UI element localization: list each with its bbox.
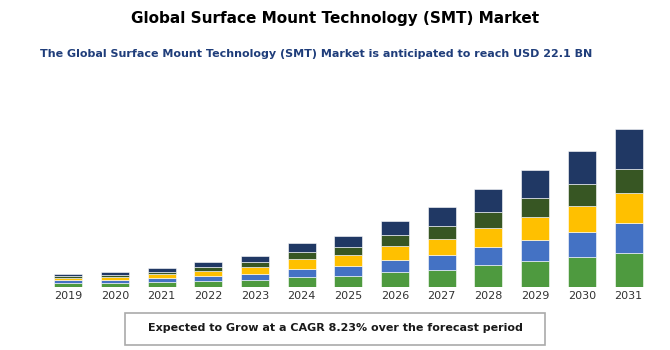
Bar xyxy=(521,170,549,198)
Bar xyxy=(147,282,176,287)
Bar xyxy=(241,256,269,262)
Text: Global Surface Mount Technology (SMT) Market: Global Surface Mount Technology (SMT) Ma… xyxy=(131,10,539,26)
Bar xyxy=(381,236,409,246)
Bar xyxy=(194,262,222,267)
Bar xyxy=(241,280,269,287)
FancyBboxPatch shape xyxy=(125,313,545,345)
Bar xyxy=(474,265,502,287)
Bar xyxy=(147,274,176,278)
Bar xyxy=(614,193,643,223)
Bar xyxy=(334,247,362,255)
Bar xyxy=(334,236,362,247)
Bar xyxy=(614,129,643,169)
Bar xyxy=(381,260,409,272)
Bar xyxy=(101,280,129,282)
Bar xyxy=(194,281,222,287)
Bar xyxy=(427,255,456,270)
Bar xyxy=(614,253,643,287)
Bar xyxy=(614,169,643,193)
Bar xyxy=(614,223,643,253)
Bar xyxy=(241,267,269,274)
Bar xyxy=(334,266,362,275)
Bar xyxy=(474,228,502,247)
Bar xyxy=(287,252,316,259)
Bar xyxy=(101,275,129,277)
Bar xyxy=(101,277,129,280)
Bar xyxy=(194,271,222,276)
Bar xyxy=(287,277,316,287)
Bar xyxy=(241,262,269,267)
Bar xyxy=(54,278,82,280)
Text: The Global Surface Mount Technology (SMT) Market is anticipated to reach USD 22.: The Global Surface Mount Technology (SMT… xyxy=(40,49,592,59)
Bar xyxy=(474,247,502,265)
Bar xyxy=(381,272,409,287)
Bar xyxy=(334,275,362,287)
Bar xyxy=(568,150,596,184)
Bar xyxy=(287,243,316,252)
Bar xyxy=(287,259,316,269)
Bar xyxy=(568,184,596,205)
Bar xyxy=(521,261,549,287)
Bar xyxy=(474,212,502,228)
Bar xyxy=(381,220,409,236)
Bar xyxy=(147,272,176,274)
Bar xyxy=(54,283,82,287)
Bar xyxy=(147,278,176,282)
Bar xyxy=(568,257,596,287)
Bar xyxy=(241,274,269,280)
Bar xyxy=(521,198,549,217)
Text: Expected to Grow at a CAGR 8.23% over the forecast period: Expected to Grow at a CAGR 8.23% over th… xyxy=(147,323,523,333)
Bar xyxy=(101,282,129,287)
Bar xyxy=(54,274,82,276)
Bar xyxy=(427,226,456,239)
Bar xyxy=(521,240,549,261)
Bar xyxy=(427,207,456,226)
Bar xyxy=(427,239,456,255)
Bar xyxy=(427,270,456,287)
Bar xyxy=(147,268,176,272)
Bar xyxy=(287,269,316,277)
Bar xyxy=(568,232,596,257)
Bar xyxy=(334,255,362,266)
Bar xyxy=(474,189,502,212)
Bar xyxy=(381,246,409,260)
Bar xyxy=(194,276,222,281)
Bar xyxy=(568,205,596,232)
Bar xyxy=(54,276,82,278)
Bar xyxy=(194,267,222,271)
Bar xyxy=(521,217,549,240)
Bar xyxy=(54,280,82,283)
Bar xyxy=(101,272,129,275)
